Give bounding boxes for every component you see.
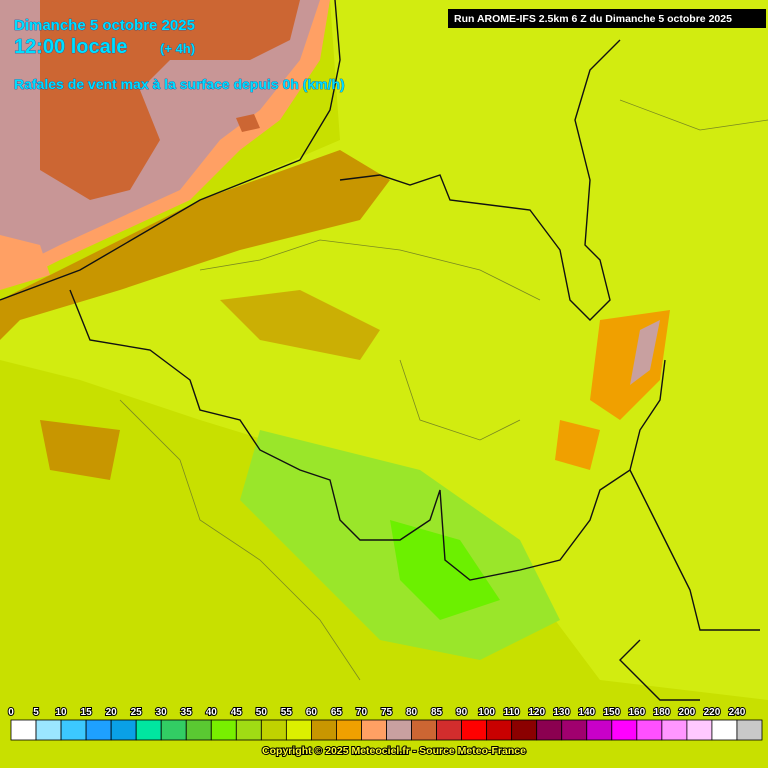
legend-label: 55 [281,707,293,718]
legend-swatch [536,719,563,741]
legend-swatch [210,719,237,741]
legend-label: 30 [156,707,168,718]
borders [0,0,768,701]
legend-label: 45 [231,707,243,718]
legend-label: 60 [306,707,318,718]
legend-label: 25 [131,707,143,718]
legend-swatch [361,719,387,741]
legend-label: 150 [603,707,620,718]
legend-label: 40 [206,707,218,718]
legend-swatch [135,719,162,741]
legend-swatch [686,719,713,741]
legend-label: 100 [478,707,495,718]
legend-label: 180 [654,707,671,718]
legend-label: 220 [704,707,721,718]
legend-swatch [110,719,137,741]
legend-swatch [185,719,212,741]
legend-swatch [661,719,688,741]
legend-label: 130 [553,707,570,718]
date: Dimanche 5 octobre 2025 [14,17,195,34]
legend-swatch [85,719,112,741]
legend-swatch [235,719,262,741]
legend-swatch [636,719,663,741]
legend-swatch [561,719,588,741]
legend-label: 10 [56,707,68,718]
legend-label: 15 [81,707,93,718]
offset: (+ 4h) [160,41,195,56]
legend-label: 110 [504,707,521,718]
legend-swatch [486,719,513,741]
legend-swatch [411,719,437,741]
legend-label: 70 [356,707,368,718]
legend-swatch [336,719,362,741]
legend-swatch [160,719,187,741]
legend-label: 90 [456,707,468,718]
legend-label: 85 [431,707,443,718]
legend-swatch [285,719,312,741]
legend-label: 50 [256,707,268,718]
legend-label: 5 [33,707,39,718]
legend-label: 20 [106,707,118,718]
legend-label: 200 [679,707,696,718]
legend-swatch [586,719,613,741]
legend-label: 240 [729,707,746,718]
legend-swatch [35,719,62,741]
legend-swatch [10,719,37,741]
legend-swatch [461,719,488,741]
legend-label: 120 [528,707,545,718]
legend-label: 140 [578,707,595,718]
run-box [448,9,766,28]
legend-label: 75 [381,707,393,718]
parameter: Rafales de vent max à la surface depuis … [14,76,345,92]
legend-label: 80 [406,707,418,718]
legend-swatch [711,719,738,741]
run-info: Run AROME-IFS 2.5km 6 Z du Dimanche 5 oc… [454,13,732,25]
copyright: Copyright © 2025 Meteociel.fr - Source M… [262,745,526,757]
legend-label: 0 [8,707,14,718]
legend-swatch [611,719,638,741]
legend-swatch [436,719,463,741]
legend-swatch [310,719,337,741]
legend: 0 5 10 15 20 25 30 35 40 45 50 55 60 65 70 75 80 85 90 100 1… [7,706,763,741]
legend-swatch [511,719,538,741]
legend-swatch [386,719,412,741]
legend-label: 65 [331,707,343,718]
legend-swatch [260,719,287,741]
legend-swatch [60,719,87,741]
time: 12:00 locale [14,36,127,58]
wind-field [0,0,768,700]
legend-swatch [736,719,763,741]
legend-label: 160 [628,707,645,718]
legend-label: 35 [181,707,193,718]
